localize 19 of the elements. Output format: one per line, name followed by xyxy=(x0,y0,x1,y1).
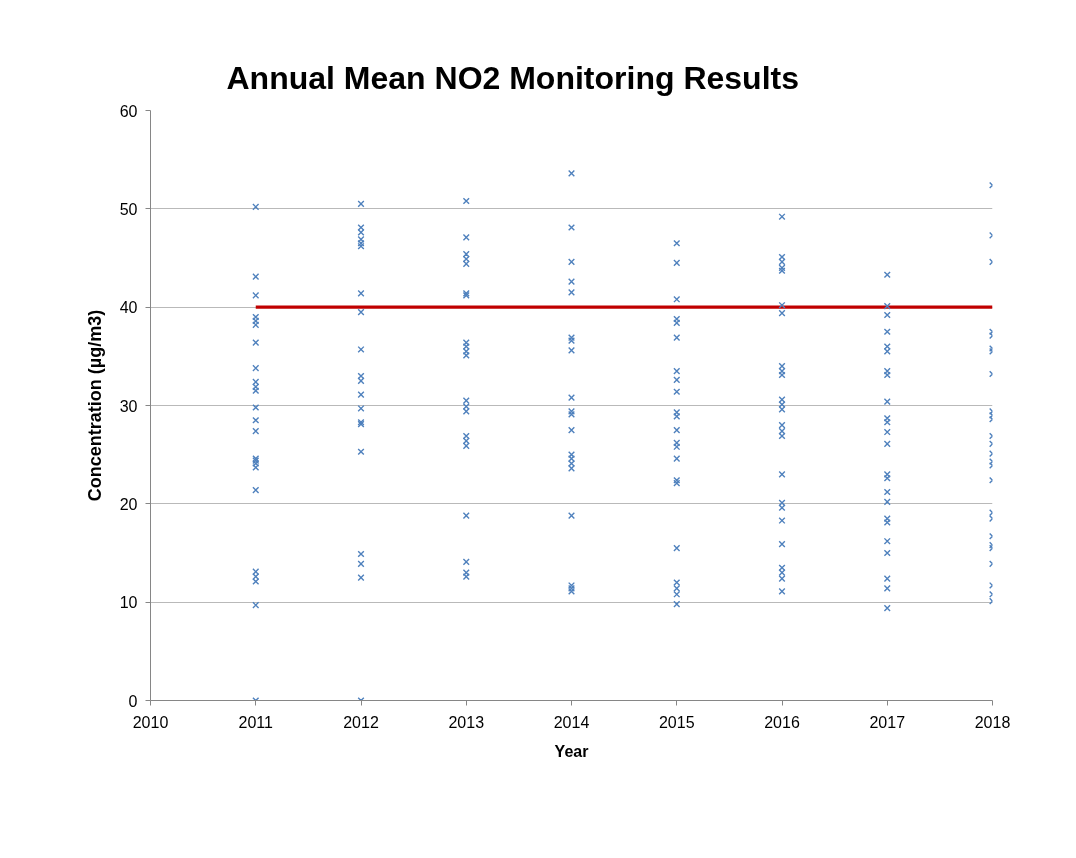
x-tick-label: 2015 xyxy=(658,713,695,731)
y-tick-label: 40 xyxy=(119,299,138,317)
x-tick-label: 2010 xyxy=(132,713,169,731)
x-tick-label: 2011 xyxy=(238,713,274,731)
y-tick-label: 30 xyxy=(119,397,138,415)
chart-title: Annual Mean NO2 Monitoring Results xyxy=(226,59,799,96)
x-tick-label: 2017 xyxy=(869,713,906,731)
y-tick-label: 0 xyxy=(128,692,138,710)
x-tick-label: 2013 xyxy=(448,713,485,731)
y-tick-label: 60 xyxy=(119,102,138,120)
x-tick-label: 2014 xyxy=(553,713,590,731)
y-tick-label: 50 xyxy=(119,200,138,218)
y-tick-label: 10 xyxy=(119,594,138,612)
x-axis-title: Year xyxy=(554,742,589,760)
x-tick-label: 2018 xyxy=(974,713,1011,731)
x-tick-label: 2012 xyxy=(343,713,379,731)
x-tick-label: 2016 xyxy=(764,713,800,731)
y-tick-label: 20 xyxy=(119,495,138,513)
y-axis-title: Concentration (µg/m3) xyxy=(84,309,105,502)
